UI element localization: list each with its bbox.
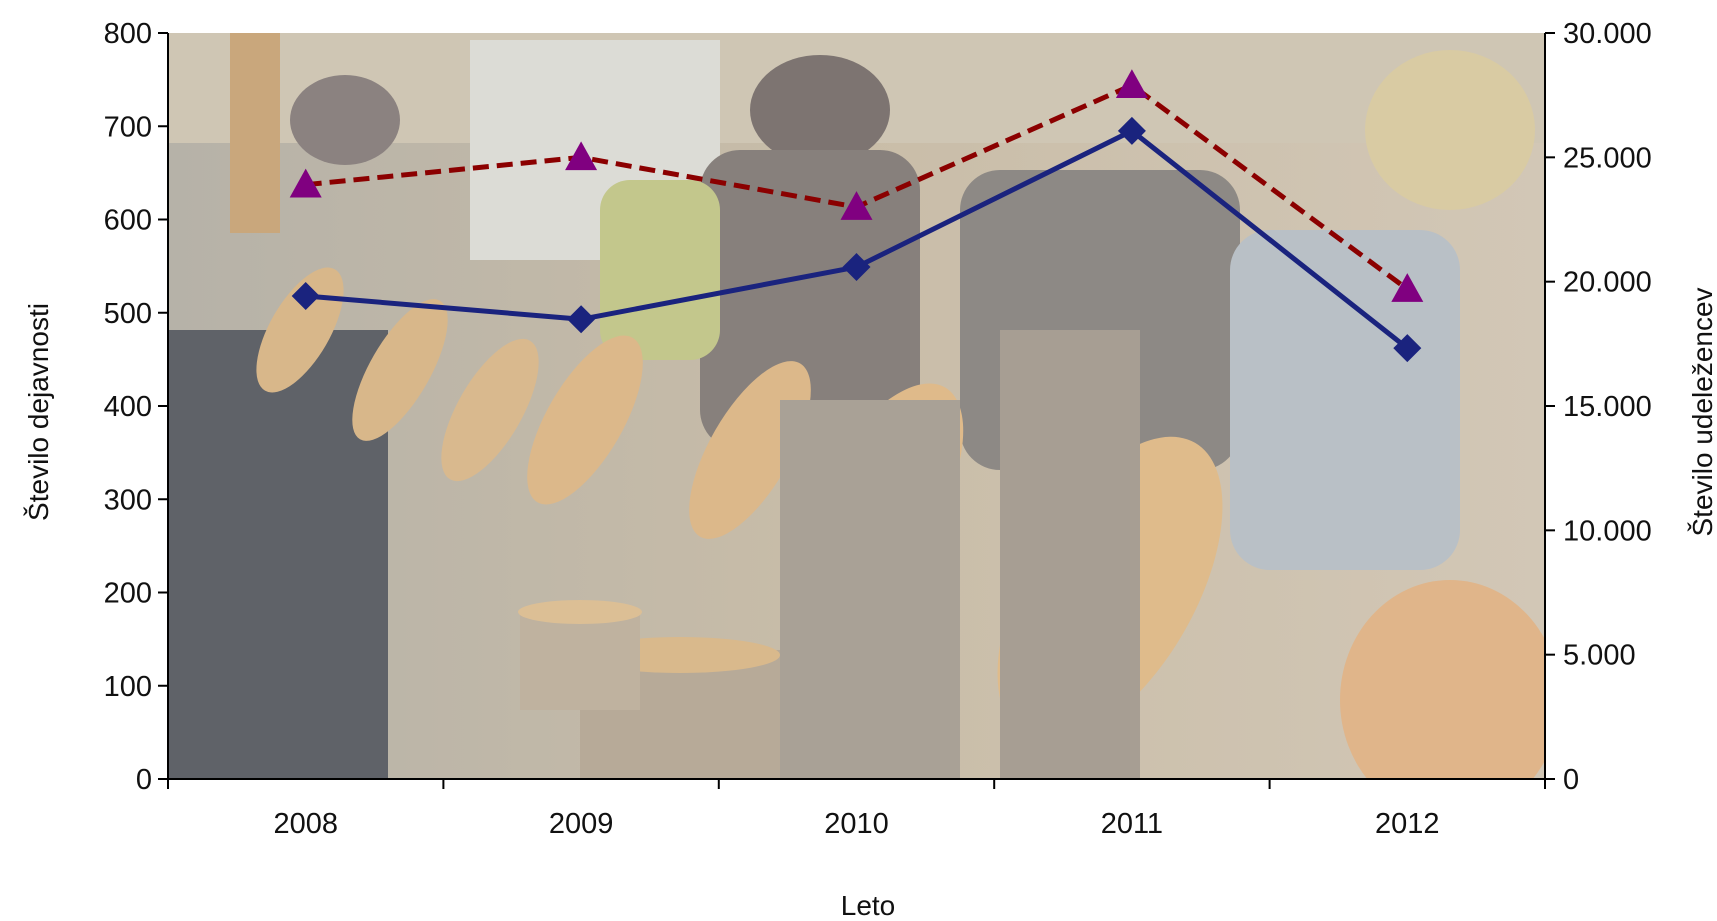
right-tick-label: 20.000 bbox=[1563, 267, 1652, 299]
y-axis-title: Število dejavnosti bbox=[23, 303, 54, 521]
x-tick-label: 2010 bbox=[824, 808, 889, 840]
series-2-point bbox=[1391, 273, 1424, 302]
right-tick-label: 30.000 bbox=[1563, 18, 1652, 50]
series-1-point bbox=[291, 281, 320, 310]
plot-background-photo bbox=[168, 33, 1545, 779]
right-axis-ticks: 0 5.000 10.000 15.000 20.000 25.000 30.000 bbox=[1545, 18, 1652, 796]
series-2-point bbox=[565, 141, 598, 171]
series-layer bbox=[289, 69, 1424, 363]
right-tick-label: 10.000 bbox=[1563, 515, 1652, 547]
series-2-point bbox=[289, 168, 322, 198]
left-tick-label: 0 bbox=[136, 764, 152, 796]
left-tick-label: 200 bbox=[104, 578, 152, 610]
right-tick-label: 0 bbox=[1563, 764, 1579, 796]
right-tick-label: 25.000 bbox=[1563, 142, 1652, 174]
x-tick-label: 2011 bbox=[1101, 808, 1163, 840]
left-tick-label: 700 bbox=[104, 111, 152, 143]
left-tick-label: 800 bbox=[104, 18, 152, 50]
left-tick-label: 100 bbox=[104, 671, 152, 703]
right-tick-label: 5.000 bbox=[1563, 640, 1636, 672]
x-axis-title: Leto bbox=[841, 890, 896, 921]
x-axis-ticks: 2008 2009 2010 2011 2012 bbox=[167, 779, 1546, 840]
series-2-point bbox=[1115, 69, 1148, 99]
x-tick-label: 2012 bbox=[1375, 808, 1440, 840]
left-tick-label: 500 bbox=[104, 298, 152, 330]
y2-axis-title: Število udeležencev bbox=[1687, 287, 1717, 536]
x-tick-label: 2009 bbox=[549, 808, 614, 840]
left-tick-label: 400 bbox=[104, 391, 152, 423]
series-1-point bbox=[842, 253, 871, 282]
series-1-point bbox=[1393, 334, 1422, 363]
left-tick-label: 300 bbox=[104, 484, 152, 516]
series-1-point bbox=[1117, 116, 1146, 145]
series-1-point bbox=[567, 305, 596, 334]
left-axis-ticks: 0 100 200 300 400 500 600 700 800 bbox=[104, 18, 168, 796]
left-tick-label: 600 bbox=[104, 205, 152, 237]
right-tick-label: 15.000 bbox=[1563, 391, 1652, 423]
x-tick-label: 2008 bbox=[273, 808, 338, 840]
series-2-point bbox=[840, 191, 873, 220]
